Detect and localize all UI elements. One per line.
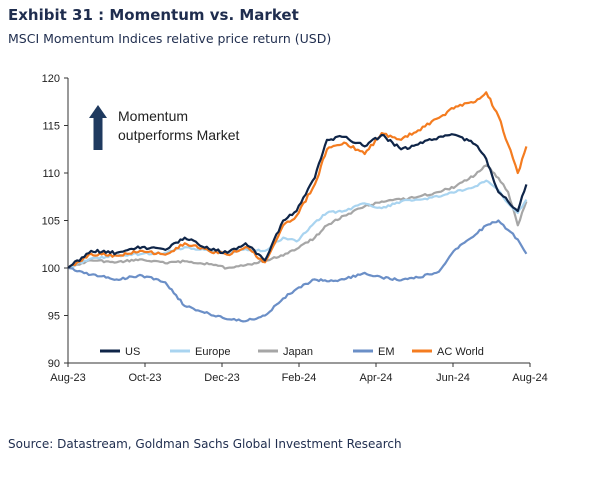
x-tick-label: Oct-23 — [128, 372, 161, 384]
exhibit-subtitle: MSCI Momentum Indices relative price ret… — [8, 31, 332, 46]
series-line-europe — [67, 179, 528, 269]
y-tick-label: 120 — [42, 73, 60, 85]
chart-annotation: Momentum outperforms Market — [89, 105, 239, 150]
exhibit-title: Exhibit 31 : Momentum vs. Market — [8, 6, 299, 24]
legend-label: Japan — [283, 346, 313, 358]
x-tick-label: Feb-24 — [282, 372, 317, 384]
y-tick-label: 95 — [48, 311, 60, 323]
series-line-em — [67, 219, 528, 323]
chart-legend: US Europe Japan EM AC World — [100, 346, 484, 358]
legend-label: EM — [378, 346, 395, 358]
x-tick-label: Aug-23 — [50, 372, 85, 384]
legend-label: AC World — [437, 346, 484, 358]
x-tick-label: Dec-23 — [204, 372, 239, 384]
annotation-line2: outperforms Market — [118, 127, 239, 143]
x-tick-label: Apr-24 — [359, 372, 392, 384]
y-tick-label: 110 — [42, 168, 60, 180]
x-tick-label: Jun-24 — [436, 372, 470, 384]
series-line-us — [67, 133, 528, 269]
chart-series-group — [67, 91, 528, 323]
series-line-japan — [67, 164, 528, 270]
up-arrow-icon — [89, 105, 107, 150]
y-tick-label: 105 — [42, 216, 60, 228]
source-note: Source: Datastream, Goldman Sachs Global… — [8, 437, 402, 451]
series-line-ac-world — [67, 91, 528, 269]
legend-label: US — [125, 346, 140, 358]
legend-label: Europe — [195, 346, 230, 358]
y-tick-label: 115 — [42, 121, 60, 133]
chart-axes: 90 95 100 105 110 115 120 Aug-23 Oct-23 Dec-23 Feb… — [42, 73, 548, 384]
y-tick-label: 100 — [42, 263, 60, 275]
annotation-line1: Momentum — [118, 108, 188, 124]
y-tick-label: 90 — [48, 358, 60, 370]
x-tick-label: Aug-24 — [512, 372, 547, 384]
